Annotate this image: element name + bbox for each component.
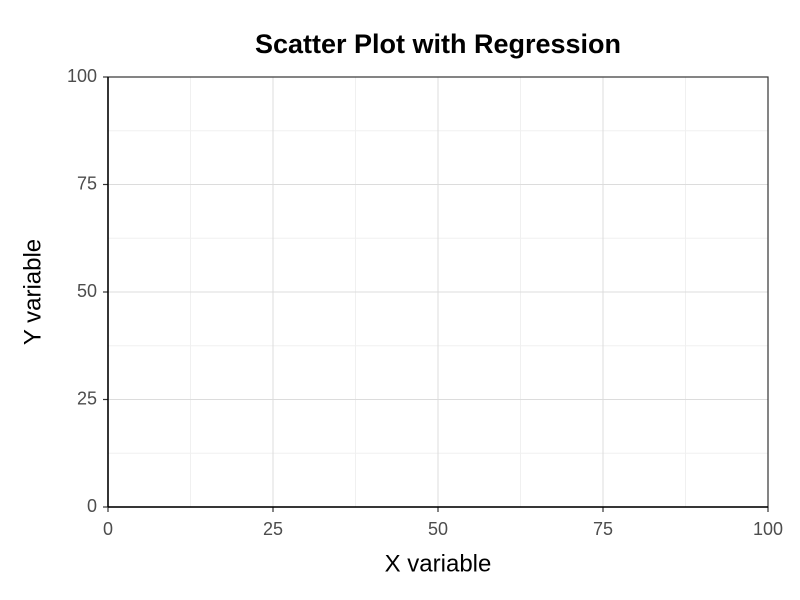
y-tick-label: 50 <box>77 281 97 301</box>
x-tick-label: 50 <box>428 519 448 539</box>
y-tick-label: 75 <box>77 173 97 193</box>
y-axis-label: Y variable <box>19 239 46 345</box>
chart-title: Scatter Plot with Regression <box>255 29 621 59</box>
y-tick-label: 100 <box>67 66 97 86</box>
x-axis-label: X variable <box>385 550 492 577</box>
x-tick-label: 0 <box>103 519 113 539</box>
x-tick-label: 75 <box>593 519 613 539</box>
x-tick-label: 25 <box>263 519 283 539</box>
y-tick-label: 25 <box>77 388 97 408</box>
y-tick-label: 0 <box>87 496 97 516</box>
x-tick-label: 100 <box>753 519 783 539</box>
